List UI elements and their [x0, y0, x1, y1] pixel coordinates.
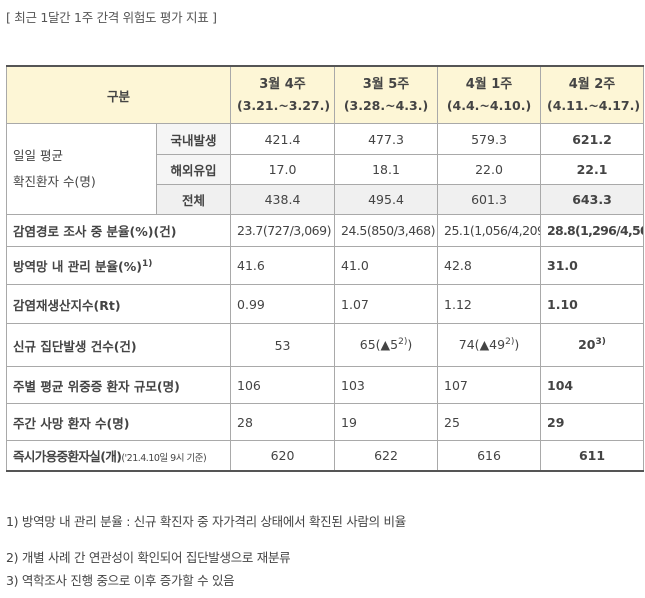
table-cell: 18.1 [334, 154, 439, 185]
table-row: 주간 사망 환자 수(명) 28 19 25 29 [5, 403, 645, 441]
footnote-3: 3) 역학조사 진행 중으로 이후 증가할 수 있음 [6, 573, 235, 588]
table-cell: 106 [230, 366, 336, 404]
daily-average-label: 일일 평균 확진환자 수(명) [6, 123, 157, 215]
table-cell: 28.8(1,296/4,503) [540, 214, 645, 247]
table-row: 일일 평균 확진환자 수(명) 국내발생 421.4 477.3 579.3 6… [6, 123, 645, 215]
table-cell: 579.3 [437, 123, 542, 155]
table-row: 즉시가용중환자실(개)('21.4.10일 9시 기준) 620 622 616… [5, 440, 645, 471]
table-cell: 23.7(727/3,069) [230, 214, 336, 247]
table-cell: 104 [540, 366, 645, 404]
table-cell: 495.4 [334, 184, 439, 215]
table-cell: 1.12 [437, 284, 542, 324]
table-row: 감염재생산지수(Rt) 0.99 1.07 1.12 1.10 [5, 284, 645, 324]
table-row: 신규 집단발생 건수(건) 53 65(▲52)) 74(▲492)) 203) [5, 323, 645, 367]
table-cell: 25.1(1,056/4,209) [437, 214, 542, 247]
header-week-2: 3월 5주 (3.28.~4.3.) [334, 65, 439, 124]
row-label-investigation: 감염경로 조사 중 분율(%)(건) [5, 214, 232, 247]
table-row: 감염경로 조사 중 분율(%)(건) 23.7(727/3,069) 24.5(… [5, 214, 645, 247]
table-cell: 601.3 [437, 184, 542, 215]
table-cell: 103 [334, 366, 439, 404]
table-cell: 622 [334, 440, 439, 471]
table-cell: 620 [230, 440, 336, 471]
table-row: 방역망 내 관리 분율(%)1) 41.6 41.0 42.8 31.0 [5, 246, 645, 285]
table-cell: 42.8 [437, 246, 542, 285]
table-cell: 421.4 [230, 123, 336, 155]
table-cell: 611 [540, 440, 645, 471]
table-cell: 41.6 [230, 246, 336, 285]
table-row: 주별 평균 위중증 환자 규모(명) 106 103 107 104 [5, 366, 645, 404]
table-cell: 0.99 [230, 284, 336, 324]
total-label: 전체 [155, 184, 232, 215]
table-cell: 19 [334, 403, 439, 441]
table-cell: 31.0 [540, 246, 645, 285]
table-cell: 24.5(850/3,468) [334, 214, 439, 247]
table-cell: 1.07 [334, 284, 439, 324]
imported-label: 해외유입 [155, 154, 232, 185]
table-cell: 74(▲492)) [437, 323, 542, 367]
table-cell: 22.0 [437, 154, 542, 185]
table-title: [ 최근 1달간 1주 간격 위험도 평가 지표 ] [6, 10, 217, 25]
table-cell: 1.10 [540, 284, 645, 324]
table-cell: 29 [540, 403, 645, 441]
domestic-label: 국내발생 [155, 123, 232, 155]
table-cell: 53 [230, 323, 336, 367]
table-cell: 22.1 [540, 154, 645, 185]
table-cell: 616 [437, 440, 542, 471]
table-cell: 41.0 [334, 246, 439, 285]
row-label-managed: 방역망 내 관리 분율(%)1) [5, 246, 232, 285]
table-cell: 28 [230, 403, 336, 441]
table-cell: 65(▲52)) [334, 323, 439, 367]
row-label-severe: 주별 평균 위중증 환자 규모(명) [5, 366, 232, 404]
table-cell: 477.3 [334, 123, 439, 155]
table-cell: 643.3 [540, 184, 645, 215]
table-cell: 25 [437, 403, 542, 441]
footnote-2: 2) 개별 사례 간 연관성이 확인되어 집단발생으로 재분류 [6, 550, 291, 565]
risk-indicator-table: 구분 3월 4주 (3.21.~3.27.) 3월 5주 (3.28.~4.3.… [5, 65, 645, 472]
row-label-rt: 감염재생산지수(Rt) [5, 284, 232, 324]
header-gubun: 구분 [5, 65, 232, 124]
table-cell: 438.4 [230, 184, 336, 215]
table-cell: 107 [437, 366, 542, 404]
row-label-deaths: 주간 사망 환자 수(명) [5, 403, 232, 441]
table-row: 전체 438.4 495.4 601.3 643.3 [7, 184, 645, 215]
header-week-3: 4월 1주 (4.4.~4.10.) [437, 65, 542, 124]
table-cell: 17.0 [230, 154, 336, 185]
footnote-1: 1) 방역망 내 관리 분율 : 신규 확진자 중 자가격리 상태에서 확진된 … [6, 514, 406, 529]
table-cell: 621.2 [540, 123, 645, 155]
row-label-beds: 즉시가용중환자실(개)('21.4.10일 9시 기준) [5, 440, 232, 471]
header-week-1: 3월 4주 (3.21.~3.27.) [230, 65, 336, 124]
header-week-4: 4월 2주 (4.11.~4.17.) [540, 65, 645, 124]
table-cell: 203) [540, 323, 645, 367]
header-row: 구분 3월 4주 (3.21.~3.27.) 3월 5주 (3.28.~4.3.… [5, 65, 645, 124]
row-label-cluster: 신규 집단발생 건수(건) [5, 323, 232, 367]
table-row: 해외유입 17.0 18.1 22.0 22.1 [7, 154, 645, 185]
